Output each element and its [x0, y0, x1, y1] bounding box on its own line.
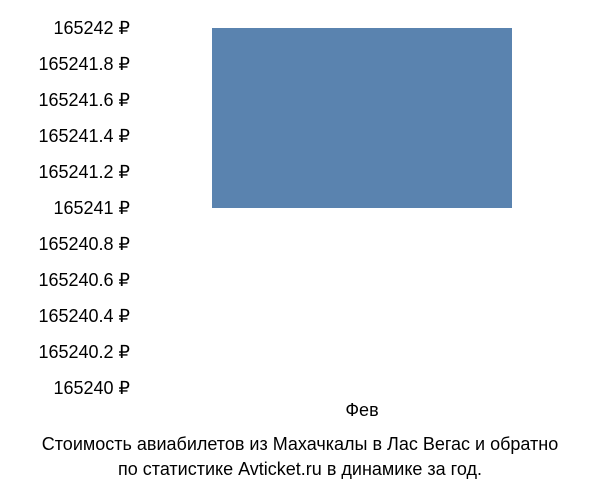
y-tick: 165241.2 ₽ [0, 163, 130, 181]
y-tick: 165241.6 ₽ [0, 91, 130, 109]
y-tick: 165240.4 ₽ [0, 307, 130, 325]
caption-line-1: Стоимость авиабилетов из Махачкалы в Лас… [42, 434, 558, 454]
chart-caption: Стоимость авиабилетов из Махачкалы в Лас… [0, 432, 600, 482]
y-tick: 165240.6 ₽ [0, 271, 130, 289]
bar-feb [212, 28, 512, 208]
plot-area [140, 28, 580, 388]
y-tick: 165241.4 ₽ [0, 127, 130, 145]
x-axis-label: Фев [345, 400, 378, 421]
y-tick: 165240.8 ₽ [0, 235, 130, 253]
y-axis: 165242 ₽165241.8 ₽165241.6 ₽165241.4 ₽16… [0, 28, 130, 388]
y-tick: 165240.2 ₽ [0, 343, 130, 361]
price-chart: 165242 ₽ 165241.8 ₽ 165241.6 ₽ 165241.4 ₽ 16… [0, 0, 600, 420]
y-tick: 165240 ₽ [0, 379, 130, 397]
y-tick: 165242 ₽ [0, 19, 130, 37]
y-tick: 165241.8 ₽ [0, 55, 130, 73]
y-tick: 165241 ₽ [0, 199, 130, 217]
caption-line-2: по статистике Avticket.ru в динамике за … [118, 459, 482, 479]
